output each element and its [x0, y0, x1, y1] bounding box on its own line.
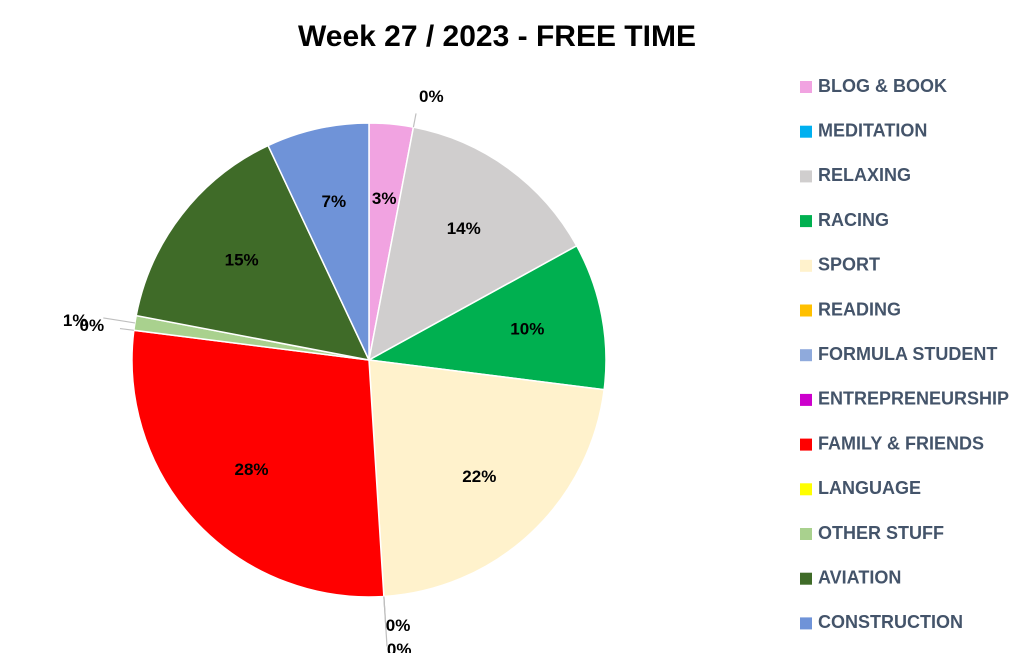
legend-label: ENTREPRENEURSHIP [818, 389, 1009, 409]
legend-swatch [800, 304, 812, 317]
legend-swatch [800, 528, 812, 540]
data-label: 0% [419, 87, 444, 106]
leader-line [412, 113, 417, 128]
legend-swatch [800, 125, 812, 138]
legend-swatch [800, 81, 812, 93]
legend-label: SPORT [818, 255, 880, 275]
legend-swatch [800, 617, 812, 630]
legend-label: RELAXING [818, 165, 911, 185]
data-label: 10% [510, 319, 544, 338]
data-label: 15% [225, 251, 259, 270]
data-label: 7% [322, 192, 347, 211]
legend-label: CONSTRUCTION [818, 612, 963, 632]
leader-line [383, 596, 388, 647]
legend-swatch [800, 349, 812, 362]
chart-title: Week 27 / 2023 - FREE TIME [298, 20, 696, 53]
legend-label: READING [818, 299, 901, 319]
legend-label: AVIATION [818, 567, 901, 587]
data-label: 0% [386, 616, 411, 635]
legend-label: BLOG & BOOK [818, 76, 947, 96]
legend-swatch [800, 215, 812, 228]
pie-slice [368, 359, 605, 598]
pie-slice [267, 122, 370, 361]
legend-label: RACING [818, 210, 889, 230]
pie-slice [131, 329, 385, 598]
data-label: 1% [63, 311, 88, 330]
data-label: 28% [235, 460, 269, 479]
data-label: 3% [372, 189, 397, 208]
data-label: 14% [447, 219, 481, 238]
leader-line [103, 317, 136, 324]
legend-label: MEDITATION [818, 120, 927, 140]
legend-swatch [800, 438, 812, 451]
pie-slice [366, 244, 607, 391]
leader-line [119, 327, 134, 331]
data-label: 0% [387, 640, 412, 653]
legend-label: LANGUAGE [818, 478, 921, 498]
pie-slice [367, 126, 578, 362]
legend-swatch [800, 259, 812, 272]
legend-swatch [800, 170, 812, 183]
legend-swatch [800, 572, 812, 585]
data-label: 22% [462, 467, 496, 486]
legend-label: FAMILY & FRIENDS [818, 433, 984, 453]
legend-label: OTHER STUFF [818, 523, 944, 543]
data-label: 0% [80, 316, 105, 335]
legend-swatch [800, 393, 812, 406]
pie-slice [135, 144, 371, 362]
legend-swatch [800, 483, 812, 496]
legend-label: FORMULA STUDENT [818, 344, 997, 364]
